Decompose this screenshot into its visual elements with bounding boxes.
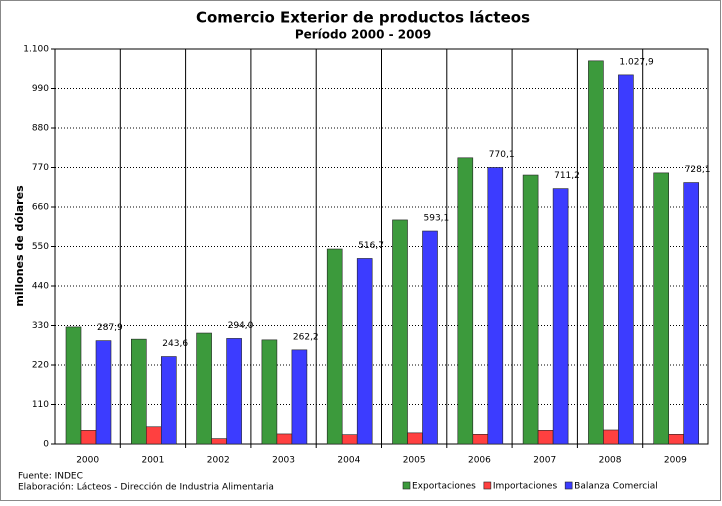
bar — [80, 430, 97, 445]
bar — [392, 219, 408, 445]
bar — [422, 230, 438, 445]
y-tick-label: 0 — [43, 440, 49, 450]
bar — [522, 174, 539, 445]
bar — [472, 434, 489, 445]
data-label: 770,1 — [489, 150, 515, 160]
bar — [552, 188, 569, 445]
source: Fuente: INDEC — [18, 472, 83, 482]
y-tick-label: 110 — [32, 400, 49, 410]
bar — [291, 349, 308, 445]
bar — [146, 426, 162, 445]
bar — [196, 332, 212, 445]
chart-subtitle: Período 2000 - 2009 — [295, 28, 431, 42]
y-tick-label: 1.100 — [23, 45, 49, 55]
x-tick-label: 2000 — [76, 456, 99, 466]
bar — [588, 60, 604, 445]
data-label: 516,7 — [358, 241, 384, 251]
bar — [618, 74, 634, 445]
x-tick-label: 2002 — [207, 456, 230, 466]
y-tick-label: 220 — [32, 361, 49, 371]
bar — [668, 434, 685, 445]
bar — [131, 338, 147, 445]
data-label: 262,2 — [293, 332, 319, 342]
bar — [603, 429, 619, 445]
legend-label: Exportaciones — [412, 482, 476, 492]
bar — [261, 339, 278, 445]
bar — [95, 340, 112, 445]
data-label: 287,9 — [97, 323, 123, 333]
legend-swatch — [564, 481, 573, 490]
bar — [161, 356, 177, 445]
x-tick-label: 2006 — [468, 456, 491, 466]
x-tick-label: 2007 — [533, 456, 556, 466]
chart-title: Comercio Exterior de productos lácteos — [196, 9, 530, 27]
bar — [276, 433, 293, 445]
x-tick-label: 2003 — [272, 456, 295, 466]
y-tick-label: 880 — [32, 124, 49, 134]
data-label: 1.027,9 — [619, 57, 654, 67]
y-tick-label: 440 — [32, 282, 49, 292]
data-label: 243,6 — [162, 339, 188, 349]
y-tick-label: 990 — [32, 84, 49, 94]
y-tick-label: 330 — [32, 321, 49, 331]
y-tick-label: 550 — [32, 242, 49, 252]
bar — [326, 248, 343, 445]
x-tick-label: 2004 — [337, 456, 360, 466]
note: Elaboración: Lácteos - Dirección de Indu… — [18, 482, 274, 493]
bar — [407, 432, 423, 445]
bar — [487, 167, 504, 445]
data-label: 728,1 — [685, 165, 711, 175]
bar — [211, 438, 227, 445]
y-tick-label: 660 — [32, 203, 49, 213]
bar — [356, 258, 373, 445]
legend-swatch — [402, 481, 411, 490]
data-label: 711,2 — [554, 171, 580, 181]
x-tick-label: 2009 — [664, 456, 687, 466]
x-tick-label: 2005 — [403, 456, 426, 466]
x-tick-label: 2008 — [599, 456, 622, 466]
bar — [226, 338, 242, 445]
legend-swatch — [483, 481, 492, 490]
data-label: 294,0 — [228, 321, 254, 331]
legend-label: Importaciones — [493, 482, 558, 492]
bar — [341, 434, 358, 445]
x-tick-label: 2001 — [141, 456, 164, 466]
bar — [65, 326, 82, 445]
legend-label: Balanza Comercial — [574, 482, 658, 492]
bar — [537, 430, 554, 445]
bar — [653, 172, 670, 445]
bar — [457, 157, 474, 445]
y-axis-label: millones de dólares — [13, 185, 26, 307]
y-tick-label: 770 — [32, 163, 49, 173]
data-label: 593,1 — [424, 214, 450, 224]
bar — [683, 182, 700, 445]
